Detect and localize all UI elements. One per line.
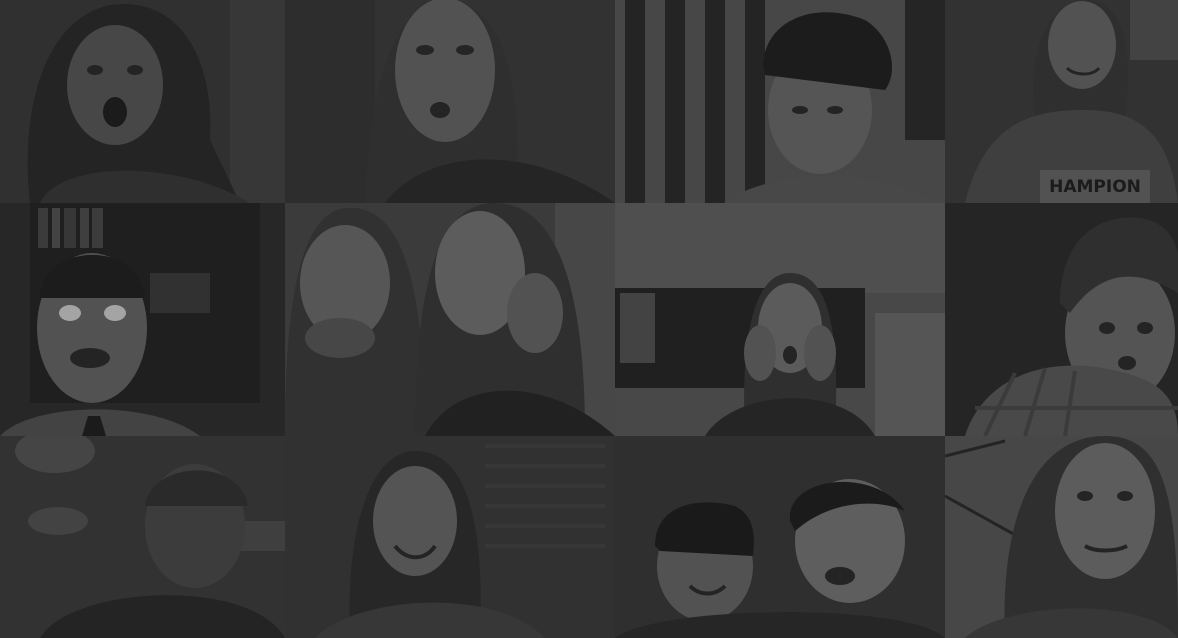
photo-tile-man-dim-room: [0, 436, 285, 638]
girl-smiling-photo: HAMPION: [945, 0, 1178, 203]
shirt-text: HAMPION: [1049, 177, 1141, 197]
woman-looking-aside-photo: [285, 0, 615, 203]
woman-hands-on-face-photo: [615, 203, 945, 436]
photo-tile-two-women-reacting: [285, 203, 615, 436]
woman-grimacing-photo: [945, 436, 1178, 638]
photo-tile-woman-hands-on-face: [615, 203, 945, 436]
two-women-reacting-photo: [285, 203, 615, 436]
photo-tile-man-cap-flag: [615, 0, 945, 203]
man-shocked-bookshelf-photo: [0, 203, 285, 436]
woman-surprised-photo: [0, 0, 285, 203]
woman-laughing-photo: [285, 436, 615, 638]
photo-tile-woman-looking-aside: [285, 0, 615, 203]
photo-tile-two-boys-laughing: [615, 436, 945, 638]
photo-tile-woman-grimacing: [945, 436, 1178, 638]
man-cap-flag-photo: [615, 0, 945, 203]
boy-plaid-shirt-photo: [945, 203, 1178, 436]
two-boys-laughing-photo: [615, 436, 945, 638]
photo-tile-woman-laughing: [285, 436, 615, 638]
photo-tile-girl-smiling: HAMPION: [945, 0, 1178, 203]
photo-tile-woman-surprised: [0, 0, 285, 203]
man-dim-room-photo: [0, 436, 285, 638]
photo-tile-boy-plaid-shirt: [945, 203, 1178, 436]
photo-tile-man-shocked-bookshelf: [0, 203, 285, 436]
